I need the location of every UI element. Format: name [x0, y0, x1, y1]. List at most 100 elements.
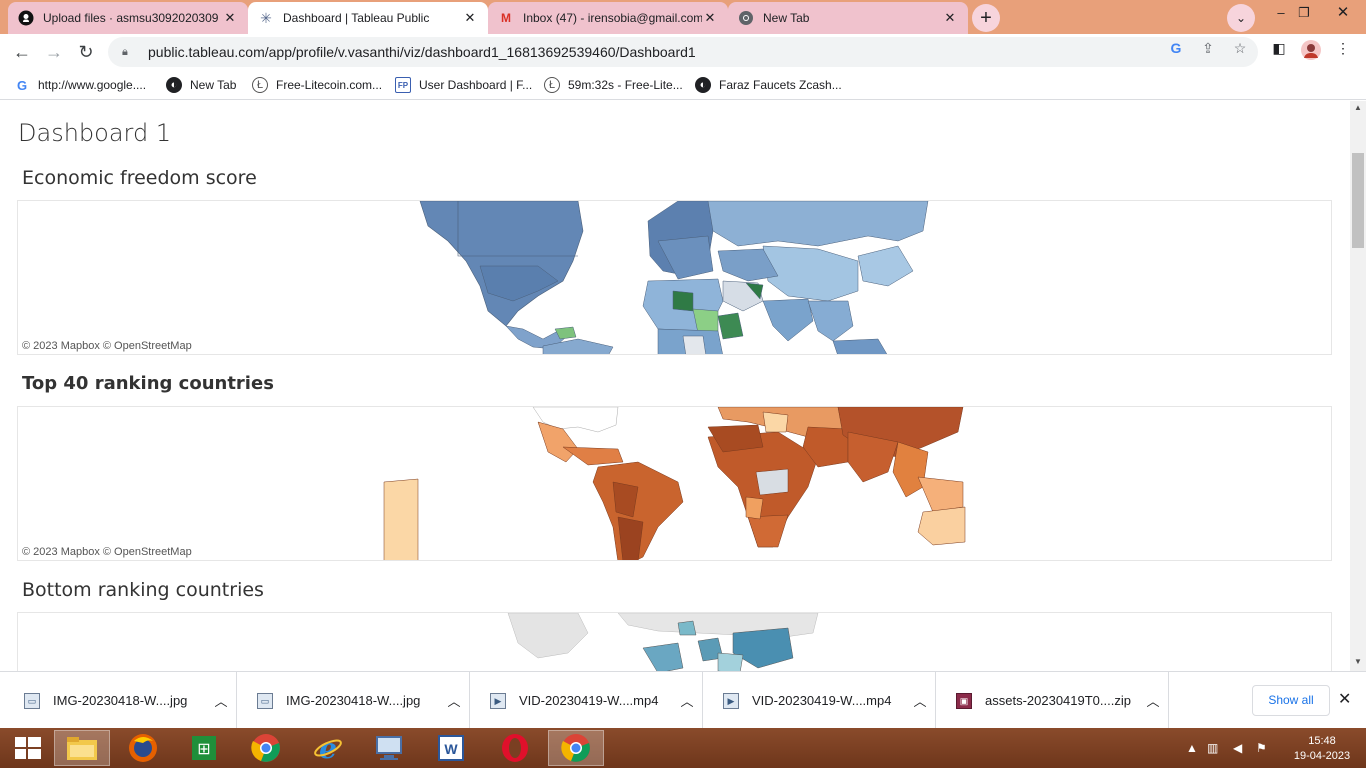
- network-icon[interactable]: ▥: [1207, 741, 1219, 755]
- bookmark-label: 59m:32s - Free-Lite...: [568, 78, 683, 92]
- scroll-up-icon[interactable]: ▲: [1354, 103, 1362, 112]
- litecoin-icon: Ł: [252, 77, 268, 93]
- volume-icon[interactable]: ◀: [1233, 741, 1243, 755]
- google-translate-icon[interactable]: G: [1170, 40, 1182, 56]
- tab-search-chevron-icon[interactable]: ⌄: [1227, 4, 1255, 32]
- opera-icon[interactable]: [487, 730, 543, 766]
- bookmark-label: http://www.google....: [38, 78, 147, 92]
- download-name: VID-20230419-W....mp4: [519, 693, 659, 708]
- system-clock[interactable]: 15:48 19-04-2023: [1284, 734, 1360, 764]
- share-icon[interactable]: ⇪: [1202, 40, 1214, 56]
- windows-taskbar: ⊞ e W ▲ ▥ ◀ ⚑ 15:48 19-04-2023: [0, 728, 1366, 768]
- chevron-up-icon[interactable]: ︿: [680, 694, 694, 709]
- firefox-icon[interactable]: [115, 730, 171, 766]
- forward-arrow-icon[interactable]: →: [45, 42, 63, 62]
- video-file-icon: ▶: [490, 692, 506, 709]
- download-item[interactable]: ▶ VID-20230419-W....mp4 ︿: [470, 672, 703, 729]
- tab-close-icon[interactable]: ✕: [704, 10, 716, 25]
- page-content: Dashboard 1 Economic freedom score: [0, 101, 1350, 671]
- tableau-icon: ✳: [260, 9, 272, 26]
- map-top-40-ranking[interactable]: © 2023 Mapbox © OpenStreetMap: [17, 406, 1332, 561]
- globe-icon: ◐: [166, 77, 182, 93]
- dashboard-title: Dashboard 1: [18, 119, 172, 147]
- tab-tableau[interactable]: ✳ Dashboard | Tableau Public ✕: [248, 2, 488, 34]
- bookmark-star-icon[interactable]: ☆: [1233, 40, 1247, 56]
- tab-github[interactable]: Upload files · asmsu3092020309 ✕: [8, 2, 248, 34]
- flag-icon[interactable]: ⚑: [1256, 741, 1267, 755]
- chevron-up-icon[interactable]: ︿: [913, 694, 927, 709]
- maximize-button[interactable]: ❐: [1298, 5, 1310, 20]
- scroll-down-icon[interactable]: ▼: [1354, 657, 1362, 666]
- download-item[interactable]: ▭ IMG-20230418-W....jpg ︿: [237, 672, 470, 729]
- reload-icon[interactable]: ↻: [78, 42, 94, 62]
- tab-close-icon[interactable]: ✕: [224, 10, 236, 25]
- excel-icon[interactable]: ⊞: [176, 730, 232, 766]
- internet-explorer-icon[interactable]: e: [300, 730, 356, 766]
- bookmark-free-lite-timer[interactable]: Ł 59m:32s - Free-Lite...: [544, 75, 683, 95]
- bookmark-label: New Tab: [190, 78, 237, 92]
- side-panel-icon[interactable]: ◧: [1272, 40, 1286, 56]
- globe-icon: ◐: [695, 77, 711, 93]
- zip-file-icon: ▣: [956, 692, 972, 709]
- tab-close-icon[interactable]: ✕: [464, 10, 476, 25]
- bookmark-label: Faraz Faucets Zcash...: [719, 78, 842, 92]
- map-attribution: © 2023 Mapbox © OpenStreetMap: [22, 340, 192, 352]
- bookmark-label: User Dashboard | F...: [419, 78, 533, 92]
- download-name: assets-20230419T0....zip: [985, 693, 1131, 708]
- tab-title: Upload files · asmsu3092020309: [43, 11, 219, 25]
- bookmarks-bar: G http://www.google.... ◐ New Tab Ł Free…: [0, 70, 1366, 100]
- lock-icon: 🔒︎: [122, 45, 128, 58]
- tab-close-icon[interactable]: ✕: [944, 10, 956, 25]
- google-icon: G: [16, 77, 28, 93]
- downloads-bar: ▭ IMG-20230418-W....jpg ︿ ▭ IMG-20230418…: [0, 671, 1366, 729]
- menu-kebab-icon[interactable]: ⋮: [1336, 40, 1350, 56]
- download-name: IMG-20230418-W....jpg: [286, 693, 421, 708]
- windows-start-icon[interactable]: [0, 730, 56, 766]
- new-tab-button[interactable]: +: [972, 4, 1000, 32]
- chrome-active-icon[interactable]: [548, 730, 604, 766]
- remote-desktop-icon[interactable]: [361, 730, 417, 766]
- download-name: VID-20230419-W....mp4: [752, 693, 892, 708]
- world-map-teal: [507, 613, 819, 671]
- minimize-button[interactable]: –: [1277, 5, 1285, 20]
- profile-avatar[interactable]: [1301, 40, 1321, 63]
- tab-new-tab[interactable]: New Tab ✕: [728, 2, 968, 34]
- chevron-up-icon[interactable]: ︿: [1146, 694, 1160, 709]
- chevron-up-icon[interactable]: ︿: [214, 694, 228, 709]
- video-file-icon: ▶: [723, 692, 739, 709]
- bookmark-new-tab[interactable]: ◐ New Tab: [166, 75, 236, 95]
- show-all-button[interactable]: Show all: [1252, 685, 1330, 716]
- chrome-icon[interactable]: [238, 730, 294, 766]
- image-file-icon: ▭: [257, 692, 273, 709]
- clock-time: 15:48: [1308, 735, 1336, 747]
- close-window-button[interactable]: ✕: [1336, 4, 1350, 21]
- url-text: public.tableau.com/app/profile/v.vasanth…: [148, 44, 696, 60]
- file-explorer-icon[interactable]: [54, 730, 110, 766]
- back-arrow-icon[interactable]: ←: [13, 42, 31, 62]
- scrollbar-thumb[interactable]: [1352, 153, 1364, 248]
- download-item[interactable]: ▭ IMG-20230418-W....jpg ︿: [4, 672, 237, 729]
- bookmark-label: Free-Litecoin.com...: [276, 78, 383, 92]
- world-map-orange: [383, 407, 966, 560]
- clock-date: 19-04-2023: [1293, 750, 1351, 762]
- bookmark-google[interactable]: G http://www.google....: [14, 75, 146, 95]
- bookmark-user-dashboard[interactable]: FP User Dashboard | F...: [395, 75, 532, 95]
- tray-overflow-icon[interactable]: ▲: [1186, 741, 1198, 755]
- address-bar[interactable]: 🔒︎ public.tableau.com/app/profile/v.vasa…: [108, 37, 1258, 67]
- map-economic-freedom[interactable]: © 2023 Mapbox © OpenStreetMap: [17, 200, 1332, 355]
- chevron-up-icon[interactable]: ︿: [447, 694, 461, 709]
- bookmark-faraz-faucets[interactable]: ◐ Faraz Faucets Zcash...: [695, 75, 842, 95]
- section-title-bottom-ranking: Bottom ranking countries: [22, 579, 264, 601]
- tab-title: Dashboard | Tableau Public: [283, 11, 430, 25]
- download-item[interactable]: ▶ VID-20230419-W....mp4 ︿: [703, 672, 936, 729]
- word-icon[interactable]: W: [423, 730, 479, 766]
- tab-gmail[interactable]: M Inbox (47) - irensobia@gmail.com ✕: [488, 2, 728, 34]
- close-downloads-icon[interactable]: ✕: [1338, 691, 1352, 708]
- tab-title: Inbox (47) - irensobia@gmail.com: [523, 11, 702, 25]
- svg-text:⊞: ⊞: [197, 741, 210, 758]
- download-item[interactable]: ▣ assets-20230419T0....zip ︿: [936, 672, 1169, 729]
- page-scrollbar[interactable]: ▲ ▼: [1350, 101, 1366, 671]
- bookmark-free-litecoin[interactable]: Ł Free-Litecoin.com...: [252, 75, 382, 95]
- svg-text:e: e: [319, 733, 337, 763]
- map-bottom-ranking[interactable]: [17, 612, 1332, 671]
